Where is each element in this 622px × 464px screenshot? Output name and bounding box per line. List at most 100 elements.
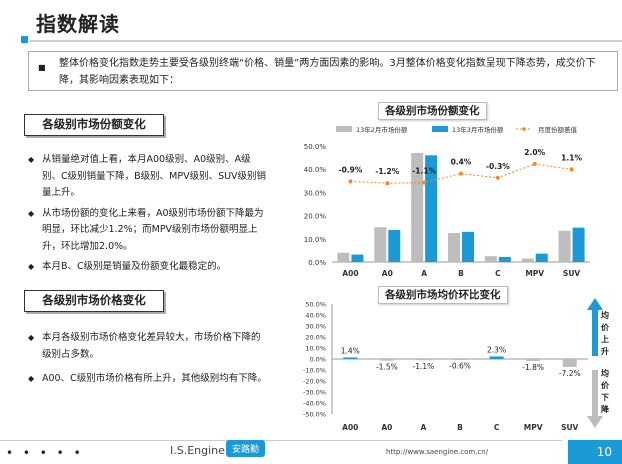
data-label: 2.3%	[487, 345, 506, 354]
x-tick-label: A0	[382, 269, 393, 278]
x-tick-label: A	[421, 269, 427, 278]
line-point	[532, 162, 537, 166]
data-label: -1.1%	[412, 167, 436, 176]
chart2-title: 各级别市场均价环比变化	[378, 286, 508, 304]
share-chart: 13年2月市场份额 13年3月市场份额 月度份额差值 0.0% 10.0% 20.0% 30…	[304, 125, 590, 278]
diamond-bullet-icon: ◆	[28, 208, 35, 218]
y-tick-label: -30.0%	[303, 389, 326, 397]
x-tick-label: B	[457, 423, 463, 432]
square-bullet-icon: ■	[38, 63, 46, 72]
x-tick-label: SUV	[561, 423, 578, 432]
bar	[453, 359, 467, 360]
title-divider	[30, 40, 622, 42]
price-chart: 50.0% 40.0% 30.0% 20.0% 10.0% 0.0% -10.0% -20.0…	[303, 301, 588, 432]
line-point	[459, 171, 463, 176]
bar	[535, 253, 548, 262]
bar	[343, 357, 358, 359]
data-label: -0.9%	[338, 165, 362, 174]
bar	[521, 258, 534, 262]
diamond-bullet-icon: ◆	[28, 262, 35, 271]
footer-dots: • • • • •	[6, 446, 84, 460]
bar	[484, 256, 497, 262]
bar	[448, 233, 460, 262]
data-label: -1.5%	[376, 363, 398, 372]
data-label: -0.6%	[449, 362, 471, 371]
data-label: -1.2%	[375, 167, 399, 176]
price-bullet-list: ◆ 本月各级别市场价格变化差异较大，市场价格下降的级别占多数。 ◆ A00、C级别市…	[28, 330, 268, 392]
y-tick-label: 10.0%	[304, 236, 327, 244]
bar	[572, 227, 585, 262]
y-tick-label: 40.0%	[305, 312, 326, 320]
data-label: 1.1%	[561, 153, 582, 162]
x-tick-label: MPV	[524, 423, 543, 432]
bullet-text: 本月各级别市场价格变化差异较大，市场价格下降的级别占多数。	[42, 332, 261, 360]
x-tick-label: C	[494, 423, 500, 432]
diamond-bullet-icon: ◆	[28, 155, 35, 164]
y-tick-label: 0.0%	[308, 259, 326, 267]
legend-label: 13年2月市场份额	[356, 125, 408, 134]
page-number: 10	[568, 440, 622, 464]
y-tick-label: -10.0%	[303, 367, 326, 375]
bar	[374, 227, 387, 262]
bar	[526, 359, 541, 361]
bar	[416, 359, 431, 361]
bar	[388, 229, 401, 262]
section-title-share: 各级别市场份额变化	[24, 114, 164, 136]
up-down-arrows-icon	[587, 298, 603, 428]
line-point	[422, 180, 427, 185]
page-title: 指数解读	[36, 12, 120, 36]
legend-swatch	[432, 126, 448, 132]
y-tick-label: 30.0%	[304, 189, 327, 197]
footer-brand-badge: 安路勤	[226, 440, 266, 457]
summary-box: ■ 整体价格变化指数走势主要受各级别终端“价格、销量”两方面因素的影响。3月整体…	[28, 51, 618, 91]
data-label: -0.3%	[486, 162, 510, 171]
bar	[462, 231, 474, 262]
bar	[351, 254, 364, 262]
bar	[498, 256, 511, 262]
price-down-label: 均价下降	[601, 369, 609, 414]
data-label: -1.1%	[413, 362, 435, 371]
summary-text: 整体价格变化指数走势主要受各级别终端“价格、销量”两方面因素的影响。3月整体价格…	[59, 58, 596, 86]
data-label: -1.8%	[522, 363, 544, 372]
data-label: 2.0%	[524, 148, 545, 157]
x-tick-label: A00	[342, 423, 358, 432]
legend-label: 月度份额差值	[538, 125, 578, 134]
x-tick-label: A0	[381, 423, 392, 432]
title-accent-square	[21, 36, 28, 43]
price-up-label: 均价上升	[601, 311, 609, 356]
footer-divider	[0, 440, 562, 441]
y-tick-label: 20.0%	[305, 334, 326, 342]
x-tick-label: MPV	[525, 269, 544, 278]
list-item: ◆ 本月B、C级别是销量及份额变化最稳定的。	[28, 259, 268, 276]
bullet-text: 从销量绝对值上看，本月A00级别、A0级别、A级别、C级别销量下降，B级别、MP…	[42, 154, 267, 198]
y-tick-label: 10.0%	[305, 345, 326, 353]
legend-swatch	[336, 126, 352, 132]
list-item: ◆ 从销量绝对值上看，本月A00级别、A0级别、A级别、C级别销量下降，B级别、M…	[28, 152, 268, 202]
diamond-bullet-icon: ◆	[28, 333, 35, 342]
bullet-text: 从市场份额的变化上来看，A0级别市场份额下降最为明显，环比减少1.2%；而MPV…	[42, 207, 264, 252]
list-item: ◆ 从市场份额的变化上来看，A0级别市场份额下降最为明显，环比减少1.2%；而MP…	[28, 206, 268, 256]
line-point	[385, 181, 390, 186]
footer-url[interactable]: http://www.saengine.com.cn/	[386, 448, 489, 456]
bar	[562, 359, 577, 367]
y-tick-label: 20.0%	[304, 213, 327, 221]
share-bullet-list: ◆ 从销量绝对值上看，本月A00级别、A0级别、A级别、C级别销量下降，B级别、M…	[28, 152, 268, 280]
data-label: -7.2%	[559, 369, 581, 378]
x-tick-label: A	[421, 423, 427, 432]
bar	[379, 359, 394, 361]
bullet-text: 本月B、C级别是销量及份额变化最稳定的。	[42, 261, 227, 272]
y-tick-label: -50.0%	[303, 411, 326, 419]
x-tick-label: SUV	[563, 269, 580, 278]
y-tick-label: 30.0%	[305, 323, 326, 331]
bar	[489, 356, 504, 359]
chart1-title: 各级别市场份额变化	[378, 102, 487, 120]
data-label: 0.4%	[451, 158, 472, 167]
y-tick-label: -20.0%	[303, 378, 326, 386]
section-title-price: 各级别市场价格变化	[24, 290, 164, 312]
bullet-text: A00、C级别市场价格有所上升，其他级别均有下降。	[42, 373, 267, 384]
list-item: ◆ A00、C级别市场价格有所上升，其他级别均有下降。	[28, 371, 268, 388]
y-tick-label: 50.0%	[304, 143, 327, 151]
x-tick-label: A00	[342, 269, 358, 278]
line-point	[348, 179, 353, 184]
list-item: ◆ 本月各级别市场价格变化差异较大，市场价格下降的级别占多数。	[28, 330, 268, 363]
